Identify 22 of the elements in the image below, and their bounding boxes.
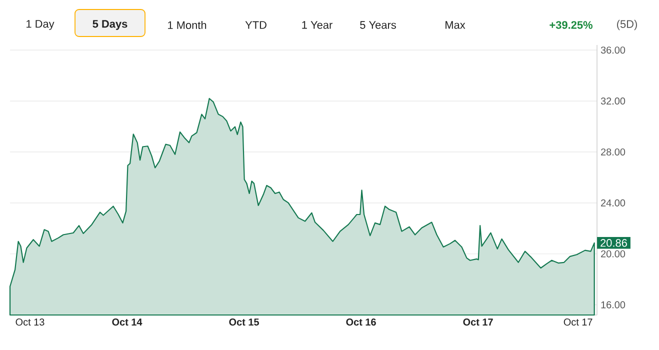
annotation: 20.86 [600, 239, 627, 247]
x-tick-label: Oct 16 [346, 318, 376, 326]
x-tick-label: Oct 17 [463, 318, 493, 326]
y-tick-label: 24.00 [601, 199, 626, 206]
x-tick-label: Oct 13 [16, 318, 44, 326]
y-tick-label: 36.00 [600, 46, 626, 54]
text: 1 Month [168, 20, 206, 30]
y-tick-label: 32.00 [600, 98, 626, 105]
x-tick-label: Oct 17 [564, 318, 592, 326]
text: (5D) [617, 20, 637, 30]
text: 1 Day [26, 20, 54, 30]
text: 5 Days [92, 20, 128, 30]
text: +39.25% [550, 21, 592, 29]
y-tick-label: 28.00 [601, 148, 626, 156]
x-tick-label: Oct 15 [229, 318, 259, 326]
text: YTD [245, 21, 266, 29]
y-tick-label: 16.00 [601, 301, 626, 308]
text: Max [446, 21, 466, 29]
text: 5 Years [360, 21, 396, 29]
text: 1 Year [302, 21, 332, 29]
y-tick-label: 20.00 [601, 250, 626, 258]
x-tick-label: Oct 14 [112, 318, 142, 326]
